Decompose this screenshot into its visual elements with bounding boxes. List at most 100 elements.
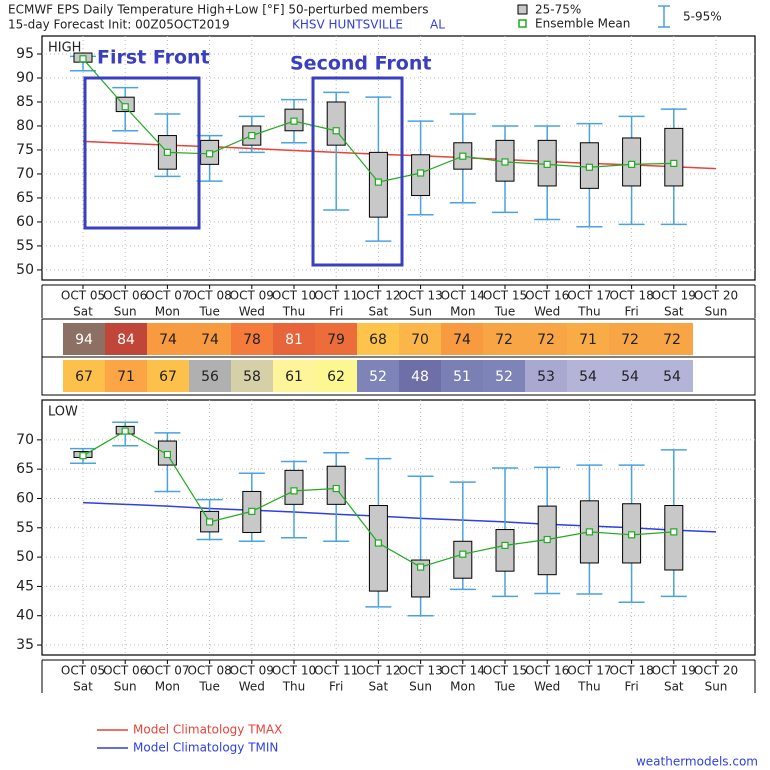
y-tick-label: 55 xyxy=(16,520,34,536)
table-cell xyxy=(483,360,525,392)
x-tick-label: OCT 11 xyxy=(314,664,358,678)
x-day-label: Sun xyxy=(705,680,728,694)
x-day-label: Fri xyxy=(624,680,638,694)
table-value: 54 xyxy=(621,369,639,385)
x-tick-label: OCT 05 xyxy=(61,289,105,303)
x-tick-label: OCT 20 xyxy=(694,289,738,303)
x-day-label: Sat xyxy=(73,305,93,319)
x-day-label: Sun xyxy=(409,680,432,694)
x-day-label: Sat xyxy=(73,680,93,694)
x-tick-label: OCT 13 xyxy=(398,289,442,303)
table-value: 79 xyxy=(327,332,345,348)
mean-marker xyxy=(248,507,256,515)
annotation: First Front xyxy=(97,47,210,69)
mean-marker xyxy=(374,178,382,186)
table-value: 72 xyxy=(663,332,681,348)
x-day-label: Sat xyxy=(369,305,389,319)
table-value: 56 xyxy=(201,369,219,385)
table-value: 74 xyxy=(159,332,177,348)
mean-marker xyxy=(121,427,129,435)
x-tick-label: OCT 08 xyxy=(187,664,231,678)
table-value: 52 xyxy=(369,369,387,385)
mean-marker xyxy=(206,518,214,526)
table-value: 71 xyxy=(579,332,597,348)
table-cell xyxy=(441,360,483,392)
table-cell xyxy=(273,360,315,392)
table-cell xyxy=(63,360,105,392)
y-tick-label: 40 xyxy=(16,608,34,624)
x-day-label: Sun xyxy=(114,680,137,694)
mean-marker xyxy=(417,169,425,177)
x-tick-label: OCT 14 xyxy=(441,664,485,678)
table-value: 62 xyxy=(327,369,345,385)
x-tick-label: OCT 20 xyxy=(694,664,738,678)
table-cell xyxy=(609,360,651,392)
mean-marker xyxy=(417,563,425,571)
table-cell xyxy=(147,323,189,355)
x-day-label: Fri xyxy=(329,680,343,694)
x-tick-label: OCT 05 xyxy=(61,664,105,678)
legend-mean-swatch xyxy=(518,19,527,28)
x-tick-label: OCT 12 xyxy=(356,664,400,678)
y-tick-label: 50 xyxy=(16,262,34,278)
table-value: 84 xyxy=(117,332,135,348)
legend-tmax: Model Climatology TMAX xyxy=(133,723,282,737)
table-cell xyxy=(567,360,609,392)
x-tick-label: OCT 17 xyxy=(567,664,611,678)
x-day-label: Thu xyxy=(282,305,306,319)
x-day-label: Sun xyxy=(705,305,728,319)
x-tick-label: OCT 07 xyxy=(145,289,189,303)
table-cell xyxy=(483,323,525,355)
table-value: 68 xyxy=(369,332,387,348)
y-tick-label: 65 xyxy=(16,461,34,477)
table-value: 72 xyxy=(621,332,639,348)
x-tick-label: OCT 06 xyxy=(103,664,147,678)
x-day-label: Sat xyxy=(369,680,389,694)
x-day-label: Thu xyxy=(577,680,601,694)
table-cell xyxy=(273,323,315,355)
mean-marker xyxy=(627,531,636,539)
legend-box-swatch xyxy=(517,4,528,15)
table-value: 61 xyxy=(285,369,303,385)
mean-marker xyxy=(206,150,214,158)
box xyxy=(368,505,388,592)
x-day-label: Wed xyxy=(239,305,265,319)
front-box xyxy=(83,76,201,230)
panel-label: LOW xyxy=(48,405,78,420)
y-tick-label: 85 xyxy=(16,94,34,110)
table-value: 52 xyxy=(495,369,513,385)
mean-marker xyxy=(627,160,636,168)
legend-tmin: Model Climatology TMIN xyxy=(133,741,278,755)
table-value: 74 xyxy=(201,332,219,348)
x-day-label: Mon xyxy=(155,680,180,694)
table-cell xyxy=(357,323,399,355)
y-tick-label: 80 xyxy=(16,118,34,134)
box xyxy=(495,529,515,572)
y-tick-label: 55 xyxy=(16,238,34,254)
x-tick-label: OCT 10 xyxy=(272,289,316,303)
x-day-label: Sat xyxy=(664,680,684,694)
table-cell xyxy=(231,360,273,392)
table-cell xyxy=(231,323,273,355)
x-tick-label: OCT 19 xyxy=(652,289,696,303)
table-cell xyxy=(315,323,357,355)
mean-marker xyxy=(290,487,298,495)
table-value: 53 xyxy=(537,369,555,385)
mean-marker xyxy=(79,55,87,63)
x-tick-label: OCT 18 xyxy=(609,289,653,303)
y-tick-label: 45 xyxy=(16,578,34,594)
climatology-line xyxy=(82,501,717,533)
table-value: 74 xyxy=(453,332,471,348)
x-tick-label: OCT 17 xyxy=(567,289,611,303)
table-cell xyxy=(525,323,567,355)
init: 15-day Forecast Init: 00Z05OCT2019 xyxy=(8,18,230,32)
legend-mean: Ensemble Mean xyxy=(535,17,630,31)
table-value: 94 xyxy=(75,332,93,348)
mean-marker xyxy=(543,535,551,544)
mean-marker xyxy=(248,131,256,140)
title: ECMWF EPS Daily Temperature High+Low [°F… xyxy=(8,3,428,17)
mean-marker xyxy=(459,550,467,558)
mean-marker xyxy=(585,528,594,536)
mean-marker xyxy=(332,484,340,493)
